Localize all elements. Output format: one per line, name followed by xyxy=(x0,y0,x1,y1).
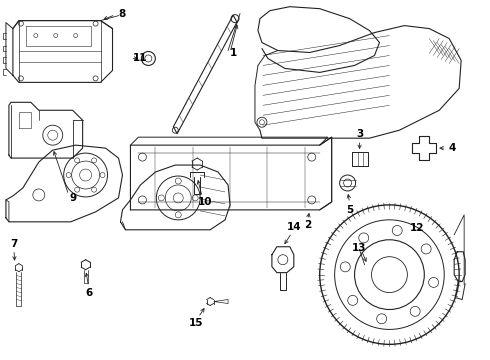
Text: 3: 3 xyxy=(356,129,363,139)
Text: 14: 14 xyxy=(287,222,301,232)
Text: 4: 4 xyxy=(448,143,456,153)
Text: 10: 10 xyxy=(198,197,212,207)
Text: 8: 8 xyxy=(119,9,126,19)
Text: 13: 13 xyxy=(352,243,367,253)
Text: 7: 7 xyxy=(10,239,18,249)
Text: 11: 11 xyxy=(133,54,147,63)
Text: 6: 6 xyxy=(85,288,92,298)
Text: 9: 9 xyxy=(69,193,76,203)
Text: 2: 2 xyxy=(304,220,311,230)
Text: 15: 15 xyxy=(189,319,203,328)
Text: 1: 1 xyxy=(229,49,237,58)
Text: 12: 12 xyxy=(410,223,424,233)
Text: 5: 5 xyxy=(346,205,353,215)
